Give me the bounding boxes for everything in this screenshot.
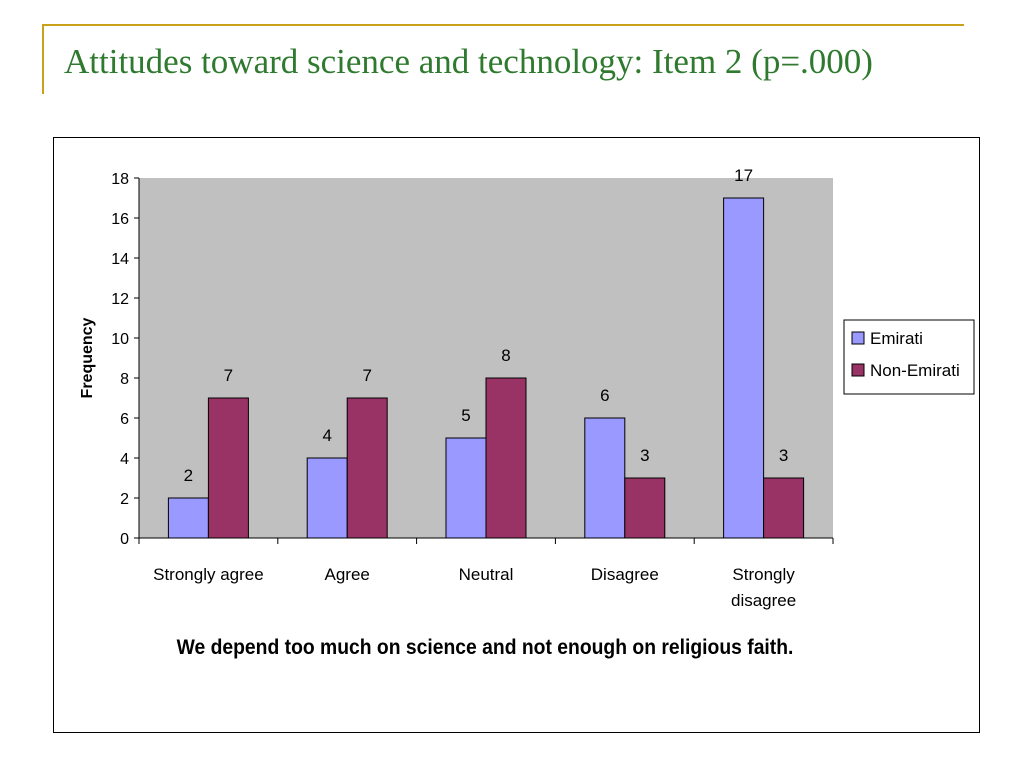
legend-swatch [851,331,865,345]
slide-title: Attitudes toward science and technology:… [64,42,873,81]
bar-non-emirati [207,397,249,539]
x-tick-label: Neutral [459,565,514,584]
y-tick-label: 8 [120,371,129,388]
legend-label: Non-Emirati [870,361,960,380]
x-tick-label: disagree [731,591,796,610]
bar-emirati [445,437,487,539]
x-tick-label: Agree [325,565,370,584]
bar-emirati [723,197,765,539]
bar-non-emirati [624,477,666,539]
legend-box [843,319,975,395]
data-label: 8 [501,346,510,365]
data-label: 6 [600,386,609,405]
bar-chart: 0 2 4 6 8 10 12 14 16 18 Frequency Strongly agree 2 7… [79,166,975,610]
x-tick-label: Strongly [732,565,795,584]
data-label: 7 [362,366,371,385]
y-axis-label: Frequency [79,317,96,398]
y-tick-label: 18 [111,171,129,188]
bar-emirati [167,497,209,539]
y-tick-label: 0 [120,531,129,548]
data-label: 5 [461,406,470,425]
y-tick-label: 16 [111,211,129,228]
title-accent-bar [42,24,44,94]
x-tick-label: Disagree [591,565,659,584]
chart-frame: 0 2 4 6 8 10 12 14 16 18 Frequency Strongly agree 2 7… [53,137,980,733]
y-tick-label: 6 [120,411,129,428]
data-label: 7 [224,366,233,385]
y-tick-label: 2 [120,491,129,508]
data-label: 2 [184,466,193,485]
data-label: 3 [640,446,649,465]
legend-swatch [851,363,865,377]
bar-emirati [584,417,626,539]
data-label: 3 [779,446,788,465]
bar-non-emirati [485,377,527,539]
legend-label: Emirati [870,329,923,348]
y-tick-label: 14 [111,251,129,268]
bar-emirati [306,457,348,539]
y-tick-label: 12 [111,291,129,308]
x-axis-caption: We depend too much on science and not en… [176,636,794,659]
bar-non-emirati [346,397,388,539]
x-tick-label: Strongly agree [153,565,264,584]
bar-non-emirati [763,477,805,539]
y-tick-label: 10 [111,331,129,348]
data-label: 4 [322,426,331,445]
data-label: 17 [734,166,753,185]
title-accent-rule [42,24,964,26]
y-tick-label: 4 [120,451,129,468]
